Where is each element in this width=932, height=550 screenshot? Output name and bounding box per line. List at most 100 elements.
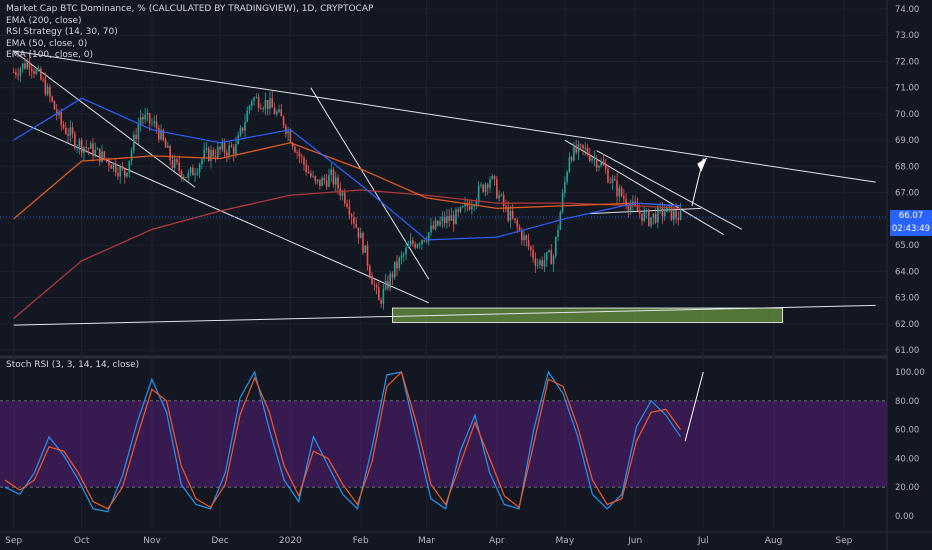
candle-body: [611, 178, 614, 183]
candle-body: [471, 206, 473, 210]
candle-body: [37, 68, 40, 70]
trendline[interactable]: [596, 150, 743, 230]
candle-body: [450, 215, 453, 221]
candle-body: [58, 112, 60, 116]
legend-rsi-strategy: RSI Strategy (14, 30, 70): [6, 27, 118, 38]
legend-ema100: EMA (100, close, 0): [6, 50, 94, 61]
price-axis-bg: [887, 0, 932, 550]
candle-body: [378, 287, 380, 301]
candle-body: [607, 169, 609, 183]
candle-body: [448, 216, 450, 221]
candle-body: [443, 216, 446, 224]
candle-body: [296, 152, 298, 154]
candle-body: [416, 244, 419, 248]
candle-body: [550, 250, 553, 265]
candle-body: [119, 166, 122, 177]
x-tick-label: Jul: [697, 536, 709, 546]
candle-body: [586, 147, 589, 155]
last-price-badge: 66.07: [890, 210, 932, 223]
candle-body: [657, 206, 659, 223]
stoch-k-line: [4, 370, 682, 513]
candle-body: [185, 177, 187, 178]
candle-body: [548, 250, 550, 253]
y-tick-label: 74.00: [895, 5, 919, 15]
candle-body: [235, 144, 237, 155]
x-tick-label: Feb: [353, 536, 369, 546]
candle-body: [309, 173, 312, 177]
candle-body: [566, 172, 568, 182]
candle-body: [201, 159, 203, 165]
trendline[interactable]: [13, 304, 876, 326]
x-tick-label: Oct: [74, 536, 90, 546]
candle-body: [46, 86, 49, 95]
candle-body: [334, 177, 337, 185]
candle-body: [677, 217, 680, 220]
candle-body: [321, 177, 323, 186]
candle-body: [412, 240, 414, 245]
candle-body: [623, 195, 625, 200]
candle-body: [482, 184, 484, 192]
candle-body: [294, 146, 296, 153]
candle-body: [226, 152, 228, 156]
candle-body: [15, 72, 17, 75]
candle-body: [291, 142, 294, 147]
candle-body: [146, 113, 149, 116]
candle-body: [178, 162, 181, 171]
candle-body: [189, 167, 192, 174]
candle-body: [620, 187, 623, 196]
candle-body: [616, 180, 618, 197]
candle-body: [396, 261, 398, 269]
candle-body: [248, 105, 251, 111]
candle-body: [525, 235, 528, 240]
candle-body: [244, 121, 246, 131]
candle-body: [99, 148, 101, 162]
candle-body: [180, 170, 183, 178]
candle-body: [158, 127, 160, 140]
candle-body: [55, 109, 58, 116]
legend-ema200: EMA (200, close): [6, 15, 82, 26]
candle-body: [316, 179, 319, 182]
stoch-projection-arrow[interactable]: [684, 371, 704, 442]
trendline[interactable]: [564, 139, 724, 236]
trendline[interactable]: [589, 207, 702, 215]
candle-body: [441, 216, 444, 222]
candle-body: [461, 206, 464, 208]
candle-body: [214, 156, 217, 158]
trendline[interactable]: [13, 50, 196, 188]
candle-body: [255, 97, 258, 98]
candle-body: [21, 63, 24, 69]
candle-body: [12, 71, 15, 73]
trendline[interactable]: [13, 50, 876, 183]
candle-body: [643, 211, 646, 222]
candle-body: [112, 162, 115, 169]
candle-body: [439, 221, 441, 226]
candle-body: [101, 151, 103, 162]
candle-body: [264, 99, 267, 109]
candle-body: [425, 240, 428, 242]
candle-body: [40, 68, 42, 80]
candle-body: [505, 205, 507, 207]
y-tick-label: 72.00: [895, 57, 919, 67]
candle-body: [69, 127, 72, 136]
candle-body: [414, 244, 416, 248]
candle-body: [577, 144, 580, 153]
y-tick-label: 61.00: [895, 346, 919, 356]
y-tick-label: 68.00: [895, 162, 919, 172]
candle-body: [194, 173, 196, 176]
candle-body: [403, 254, 405, 256]
x-tick-label: Dec: [211, 536, 228, 546]
candle-body: [355, 223, 357, 228]
candle-body: [76, 147, 78, 149]
candle-body: [409, 240, 412, 246]
candle-body: [629, 206, 632, 211]
candle-body: [559, 211, 562, 230]
candle-body: [269, 98, 271, 109]
support-zone[interactable]: [392, 307, 784, 323]
x-tick-label: Mar: [418, 536, 435, 546]
candle-body: [509, 210, 512, 221]
candle-body: [557, 229, 559, 237]
candle-body: [110, 165, 112, 169]
candle-body: [575, 145, 578, 153]
candle-body: [17, 74, 19, 76]
